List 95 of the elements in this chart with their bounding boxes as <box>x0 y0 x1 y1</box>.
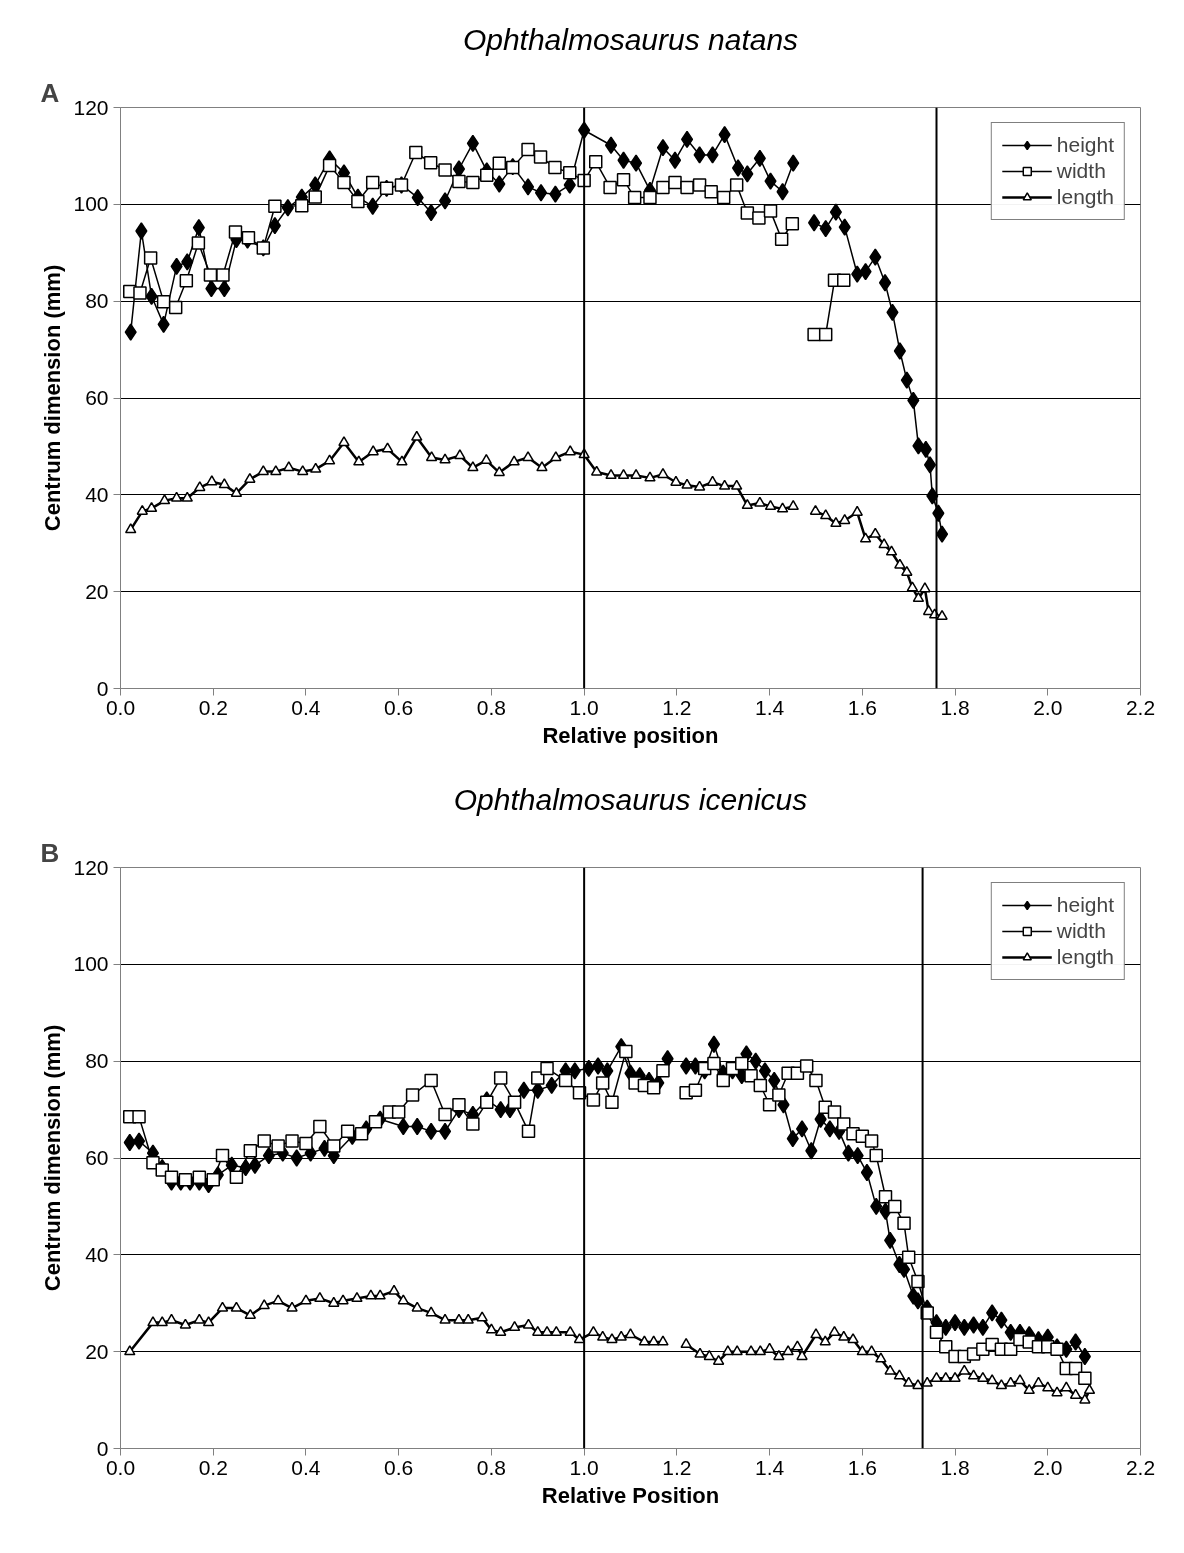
legend-label: length <box>1056 945 1114 969</box>
point <box>716 190 731 205</box>
y-tick-label: 60 <box>85 386 109 409</box>
point <box>143 251 158 265</box>
point <box>729 178 744 192</box>
point <box>216 268 230 282</box>
legend-label: width <box>1056 159 1106 183</box>
x-tick-label: 1.0 <box>569 695 599 719</box>
point <box>533 150 548 164</box>
y-tick-label: 120 <box>73 855 109 879</box>
y-tick-label: 20 <box>85 579 109 603</box>
point <box>337 175 351 190</box>
x-tick-label: 1.8 <box>940 695 970 719</box>
x-tick-label: 1.4 <box>754 1455 785 1479</box>
x-tick-label: 2.0 <box>1033 1455 1063 1479</box>
point <box>365 175 380 190</box>
y-tick-label: 120 <box>73 95 109 119</box>
point <box>409 145 423 160</box>
x-tick-label: 1.8 <box>940 1455 970 1479</box>
y-axis-title: Centrum dimension (mm) <box>40 1024 66 1292</box>
x-tick-label: 0.8 <box>476 1455 507 1479</box>
point <box>156 294 171 309</box>
point <box>588 154 603 169</box>
y-tick-label: 40 <box>85 482 109 506</box>
point <box>241 230 256 245</box>
point <box>548 160 562 175</box>
point <box>295 199 309 213</box>
x-tick-label: 0.8 <box>476 695 507 719</box>
point <box>168 300 183 315</box>
point <box>322 158 337 173</box>
legend-label: height <box>1056 893 1114 917</box>
point <box>268 199 282 214</box>
x-tick-label: 0.2 <box>198 695 228 719</box>
y-tick-label: 80 <box>85 1049 109 1073</box>
x-tick-label: 1.6 <box>847 1455 877 1479</box>
legend-label: length <box>1056 185 1114 209</box>
x-tick-label: 1.2 <box>662 695 692 719</box>
point <box>492 156 507 170</box>
point <box>452 174 466 189</box>
x-tick-label: 2.2 <box>1125 695 1156 719</box>
x-axis-title: Relative Position <box>541 1482 720 1508</box>
x-tick-label: 1.2 <box>662 1455 692 1479</box>
point <box>133 286 147 300</box>
point <box>740 206 755 220</box>
legend-label: width <box>1056 919 1106 943</box>
y-tick-label: 40 <box>85 1242 109 1266</box>
x-tick-label: 0.4 <box>291 1455 321 1479</box>
point <box>308 190 322 204</box>
chart-title: Ophthalmosaurus natans <box>462 22 799 56</box>
point <box>521 142 535 157</box>
x-tick-label: 2.0 <box>1033 695 1063 719</box>
point <box>692 178 707 192</box>
point <box>228 225 243 239</box>
x-tick-label: 0.6 <box>384 695 414 719</box>
point <box>423 155 438 170</box>
x-tick-label: 1.4 <box>754 695 785 719</box>
x-tick-label: 0.4 <box>291 695 321 719</box>
point <box>774 232 789 246</box>
y-tick-label: 100 <box>73 192 109 216</box>
point <box>785 216 800 231</box>
x-tick-label: 0.2 <box>198 1455 228 1479</box>
y-tick-label: 20 <box>85 1339 109 1363</box>
x-axis-title: Relative position <box>542 722 719 748</box>
x-tick-label: 1.0 <box>569 1455 599 1479</box>
point <box>680 180 694 195</box>
point <box>643 190 657 205</box>
point <box>203 268 218 282</box>
point <box>191 236 206 250</box>
point <box>668 175 682 190</box>
point <box>704 184 718 199</box>
text: A <box>40 77 60 108</box>
point <box>818 327 833 342</box>
x-tick-label: 0.6 <box>384 1455 414 1479</box>
point <box>351 194 365 209</box>
point <box>837 273 851 288</box>
point <box>480 168 494 183</box>
point <box>438 163 452 177</box>
point <box>179 274 194 288</box>
point <box>466 175 480 190</box>
y-axis-title: Centrum dimension (mm) <box>40 264 66 532</box>
x-tick-label: 1.6 <box>847 695 877 719</box>
point <box>752 211 766 225</box>
y-tick-label: 80 <box>85 289 109 313</box>
point <box>603 180 617 195</box>
legend-label: height <box>1056 133 1114 157</box>
point <box>563 166 577 180</box>
x-tick-label: 2.2 <box>1125 1455 1156 1479</box>
point <box>656 180 670 195</box>
y-tick-label: 100 <box>73 952 109 976</box>
point <box>616 172 631 187</box>
point <box>627 190 642 205</box>
text: B <box>40 837 60 868</box>
y-tick-label: 60 <box>85 1146 109 1169</box>
point <box>763 204 778 218</box>
chart-title: Ophthalmosaurus icenicus <box>453 782 808 816</box>
